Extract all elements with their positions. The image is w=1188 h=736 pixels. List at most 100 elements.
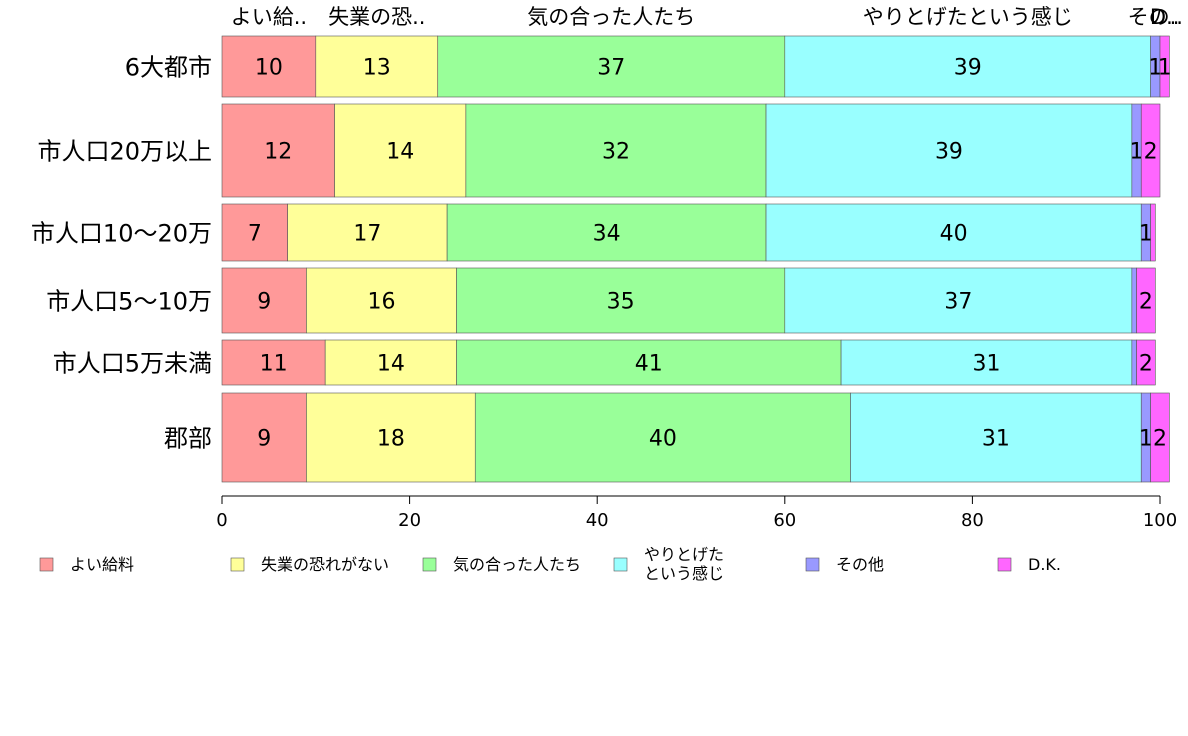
data-label: 9: [257, 290, 271, 315]
x-tick-label: 100: [1143, 510, 1177, 531]
data-label: 39: [954, 56, 982, 81]
category-label: 市人口20万以上: [37, 138, 212, 166]
top-series-label: 気の合った人たち: [527, 5, 695, 29]
bar-segment: [465, 103, 767, 198]
bar-segment: [324, 339, 457, 386]
legend-label: よい給料: [70, 555, 134, 574]
data-label: 2: [1144, 140, 1158, 165]
data-label: 2: [1139, 290, 1153, 315]
bar-segment: [474, 392, 851, 483]
data-label: 34: [593, 222, 621, 247]
bar-segment: [315, 35, 439, 98]
bar-segment: [1131, 339, 1137, 386]
bar-segment: [306, 392, 476, 483]
data-label: 2: [1139, 352, 1153, 377]
data-label: 14: [377, 352, 405, 377]
legend-swatch: [230, 557, 245, 572]
bar-segment: [850, 392, 1142, 483]
bar-segment: [765, 103, 1133, 198]
bar-segment: [221, 392, 307, 483]
bar-segment: [437, 35, 786, 98]
top-series-label: その..: [1128, 5, 1183, 29]
data-label: 10: [255, 56, 283, 81]
legend-swatch: [997, 557, 1012, 572]
legend-label-line: 失業の恐れがない: [261, 555, 389, 574]
bar-segment: [221, 267, 307, 334]
legend-label: その他: [836, 555, 884, 574]
data-label: 31: [972, 352, 1000, 377]
bar-segment: [334, 103, 467, 198]
bar-segment: [306, 267, 457, 334]
category-label: 郡部: [164, 425, 212, 453]
bar-segment: [456, 339, 842, 386]
bar-segment: [1136, 339, 1156, 386]
data-label: 40: [940, 222, 968, 247]
category-label: 市人口5〜10万: [46, 288, 212, 316]
data-label: 14: [386, 140, 414, 165]
x-tick-label: 0: [216, 510, 227, 531]
top-series-label: やりとげたという感じ: [863, 5, 1073, 29]
bar-segment: [1136, 267, 1156, 334]
bar-segment: [221, 339, 326, 386]
bar-segment: [784, 35, 1151, 98]
data-label: 37: [597, 56, 625, 81]
data-label: 11: [260, 352, 288, 377]
bar-segment: [456, 267, 786, 334]
bar-segment: [765, 203, 1142, 262]
data-label: 1: [1148, 56, 1162, 81]
data-label: 31: [982, 427, 1010, 452]
data-label: 13: [363, 56, 391, 81]
legend-swatch: [613, 557, 628, 572]
data-label: 1: [1139, 427, 1153, 452]
category-label: 6大都市: [125, 54, 212, 82]
legend-label: 失業の恐れがない: [261, 555, 389, 574]
data-label: 2: [1153, 427, 1167, 452]
bar-segment: [446, 203, 767, 262]
data-label: 35: [607, 290, 635, 315]
data-label: 9: [257, 427, 271, 452]
category-label: 市人口10〜20万: [31, 220, 212, 248]
data-label: 17: [353, 222, 381, 247]
bar-segment: [221, 35, 317, 98]
bar-segment: [1159, 35, 1170, 98]
bar-segment: [1131, 267, 1137, 334]
data-label: 12: [264, 140, 292, 165]
top-series-label: D..: [1150, 5, 1180, 29]
x-tick-label: 40: [586, 510, 609, 531]
top-series-label: 失業の恐..: [328, 5, 425, 29]
top-series-label: よい給..: [231, 5, 307, 29]
legend-label: D.K.: [1028, 555, 1061, 574]
legend-label-line: D.K.: [1028, 555, 1061, 574]
data-label: 39: [935, 140, 963, 165]
legend-swatch: [39, 557, 54, 572]
data-label: 37: [944, 290, 972, 315]
bar-segment: [1140, 103, 1161, 198]
legend-label: やりとげたという感じ: [644, 545, 724, 583]
category-label: 市人口5万未満: [53, 350, 212, 378]
bar-segment: [1150, 392, 1170, 483]
bar-segment: [221, 203, 288, 262]
legend-label-line: という感じ: [644, 564, 724, 583]
legend-label-line: よい給料: [70, 555, 134, 574]
bar-segment: [1150, 203, 1156, 262]
legend-label-line: やりとげた: [644, 545, 724, 564]
x-tick-label: 80: [961, 510, 984, 531]
x-tick-label: 60: [773, 510, 796, 531]
legend-label: 気の合った人たち: [453, 555, 581, 574]
data-label: 16: [367, 290, 395, 315]
data-label: 41: [635, 352, 663, 377]
bar-segment: [784, 267, 1133, 334]
data-label: 32: [602, 140, 630, 165]
data-label: 7: [248, 222, 262, 247]
legend-swatch: [422, 557, 437, 572]
data-label: 18: [377, 427, 405, 452]
bar-segment: [840, 339, 1133, 386]
data-label: 1: [1158, 56, 1172, 81]
legend-label-line: その他: [836, 555, 884, 574]
legend-label-line: 気の合った人たち: [453, 555, 581, 574]
legend-swatch: [805, 557, 820, 572]
data-label: 40: [649, 427, 677, 452]
data-label: 1: [1130, 140, 1144, 165]
data-label: 1: [1139, 222, 1153, 247]
